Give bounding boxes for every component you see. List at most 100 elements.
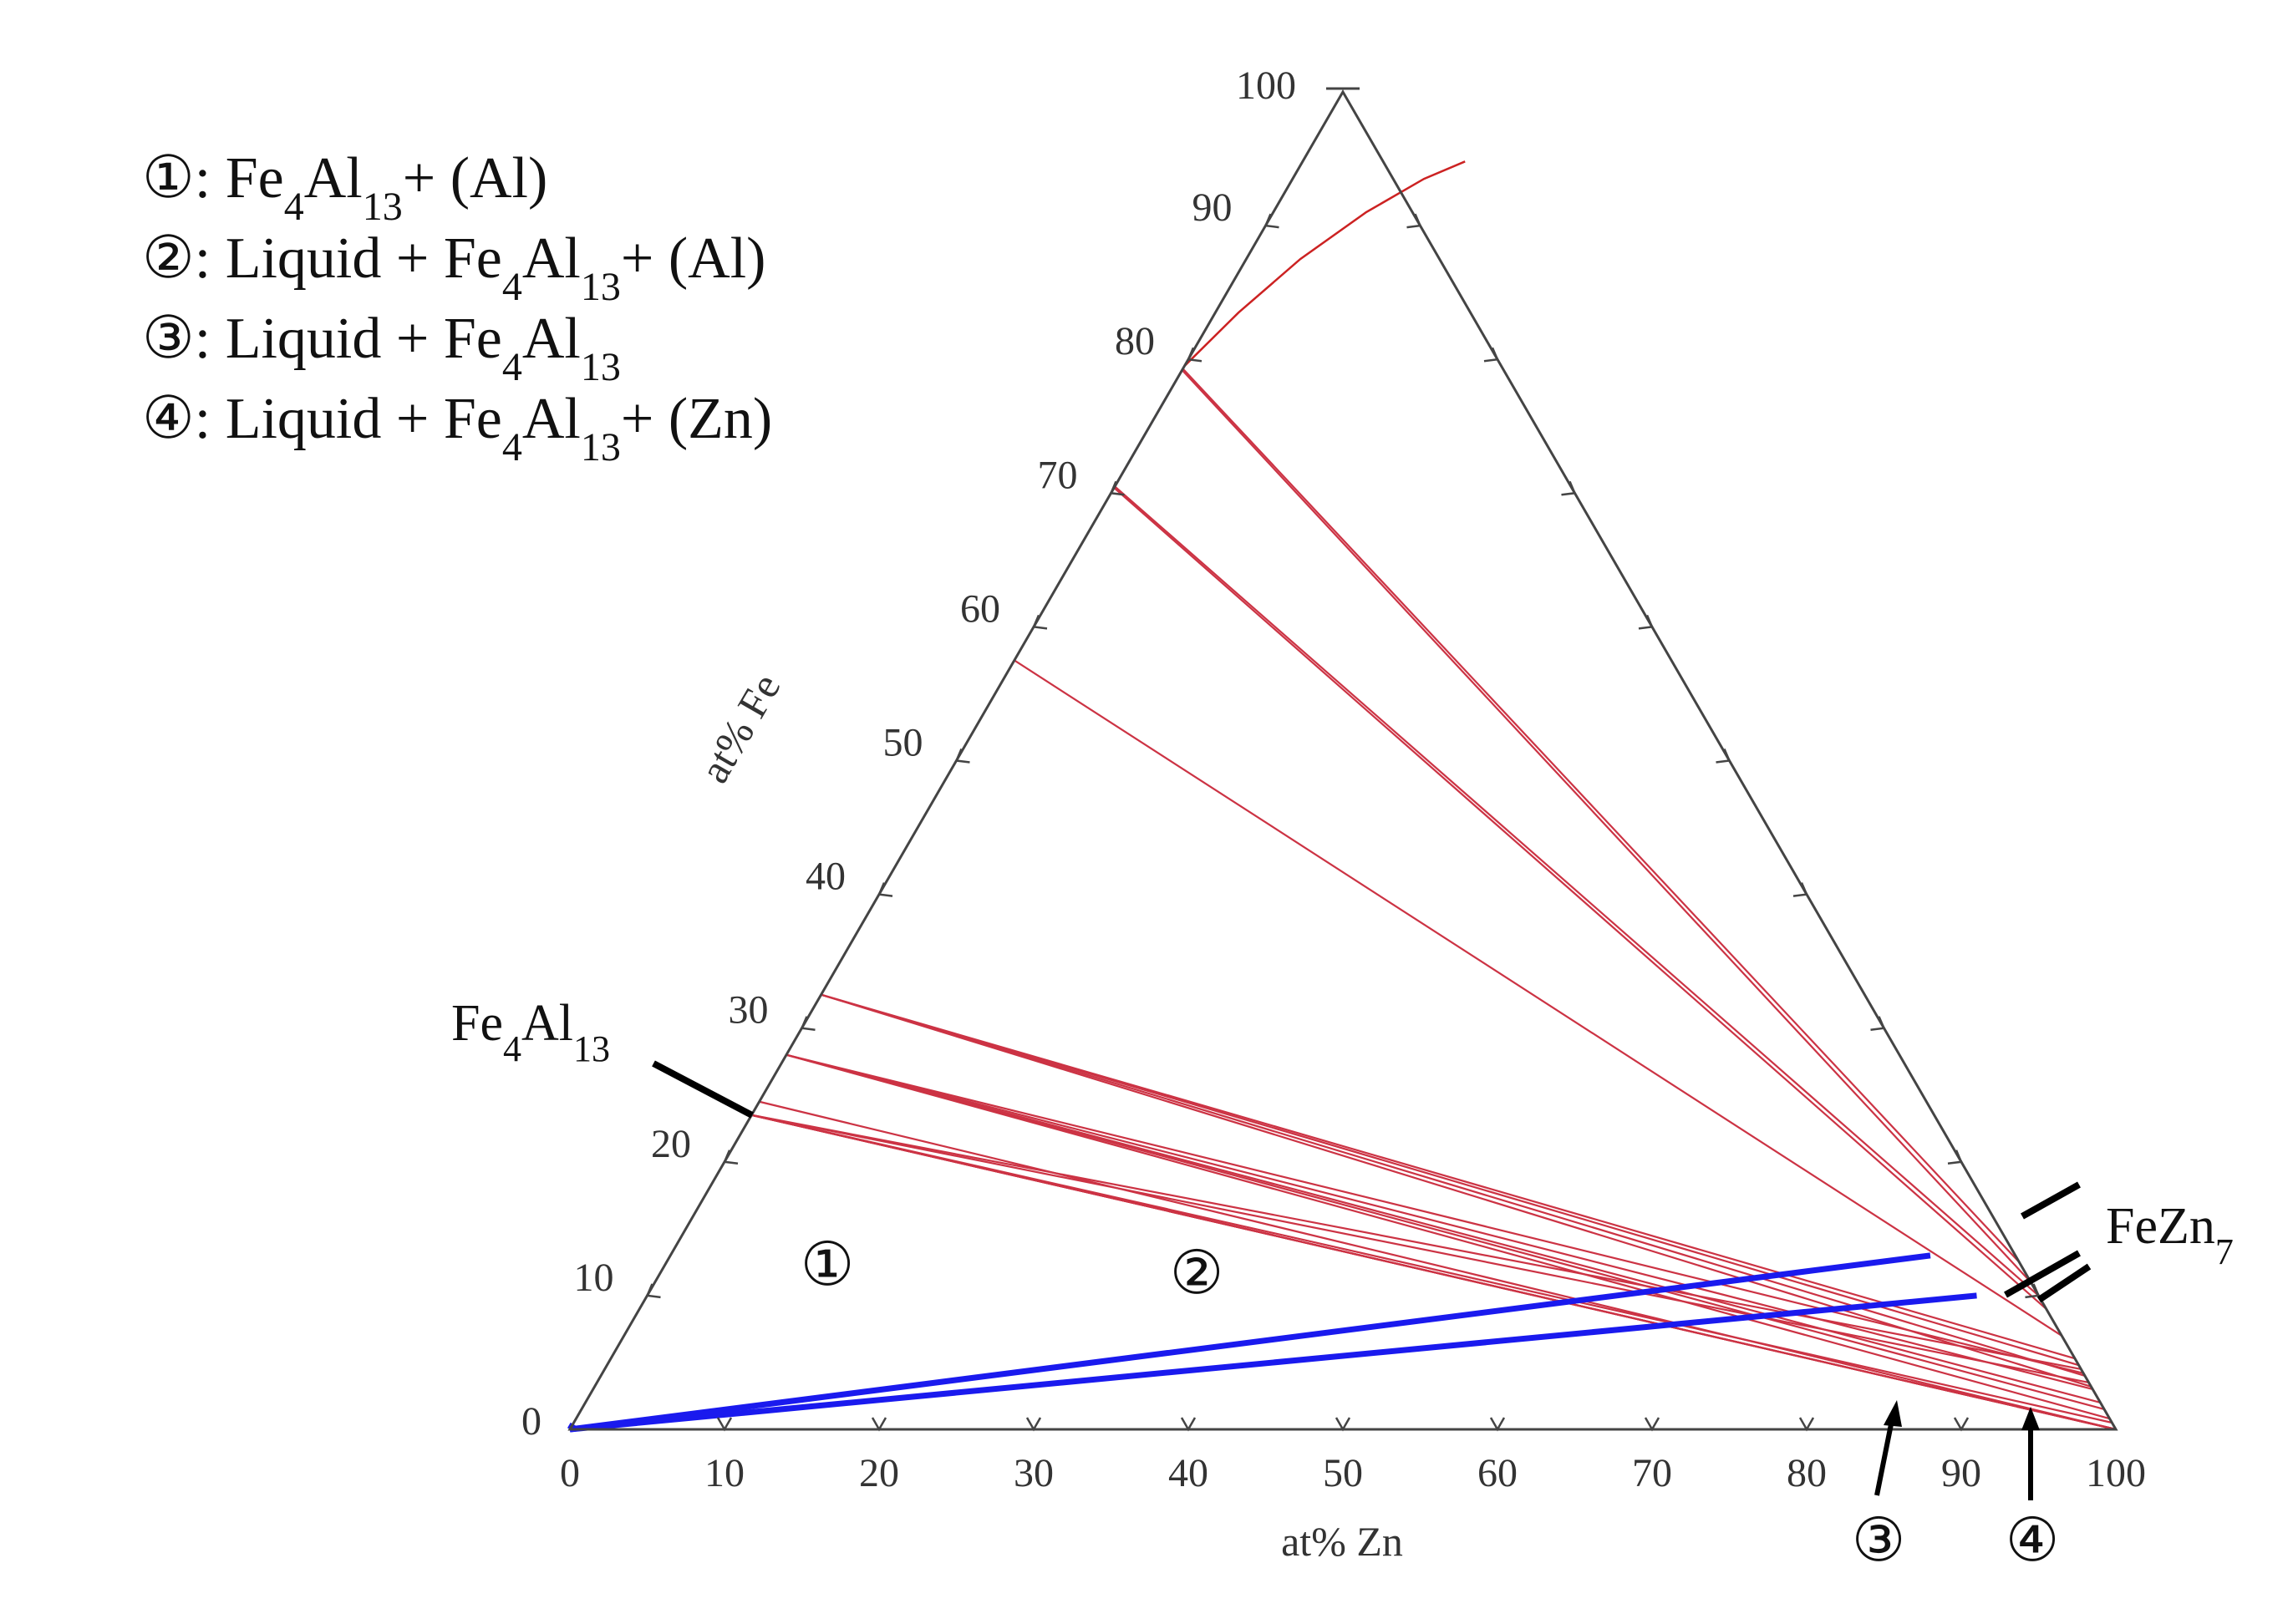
left-tick bbox=[877, 882, 893, 897]
legend-entry: ④: Liquid + Fe4Al13+ (Zn) bbox=[142, 383, 772, 469]
bottom-tick-label: 10 bbox=[704, 1451, 745, 1495]
arrow-4-head bbox=[2021, 1407, 2040, 1430]
left-tick bbox=[1263, 213, 1279, 229]
left-tick-label: 70 bbox=[1038, 453, 1078, 497]
bottom-tick-label: 20 bbox=[859, 1451, 899, 1495]
tie-line bbox=[786, 1053, 2084, 1374]
left-tick-label: 100 bbox=[1236, 63, 1296, 108]
left-tick bbox=[645, 1283, 661, 1299]
bottom-tick bbox=[1644, 1417, 1660, 1432]
bottom-tick bbox=[1798, 1417, 1815, 1432]
legend-marker: ① bbox=[142, 143, 195, 211]
phase-boundary-curve bbox=[1183, 160, 1466, 368]
region-marker: ② bbox=[1170, 1237, 1224, 1307]
tie-line bbox=[1114, 485, 2040, 1297]
region-marker: ④ bbox=[2006, 1505, 2060, 1575]
left-tick bbox=[1187, 347, 1202, 363]
left-tick-label: 20 bbox=[651, 1122, 691, 1166]
right-tick bbox=[1638, 614, 1654, 630]
legend-entry: ②: Liquid + Fe4Al13+ (Al) bbox=[142, 223, 765, 309]
region-markers: ① ② ③ ④ bbox=[801, 1229, 2060, 1575]
left-axis-title: at% Fe bbox=[690, 666, 790, 790]
bottom-tick-label: 90 bbox=[1941, 1451, 1981, 1495]
left-tick-label: 10 bbox=[574, 1256, 614, 1300]
tie-line bbox=[786, 1053, 2093, 1391]
left-tick-label: 40 bbox=[806, 855, 846, 899]
region-marker: ③ bbox=[1852, 1505, 1906, 1575]
arrow-3-shaft bbox=[1874, 1419, 1894, 1496]
bottom-tick-label: 50 bbox=[1323, 1451, 1363, 1495]
left-tick bbox=[800, 1016, 816, 1031]
legend-marker: ③ bbox=[142, 303, 195, 372]
pointer-fezn7 bbox=[2004, 1250, 2081, 1298]
left-tick-label: 80 bbox=[1115, 319, 1155, 363]
left-tick bbox=[1109, 480, 1125, 496]
bottom-tick bbox=[1025, 1417, 1042, 1432]
tie-line bbox=[786, 1053, 2105, 1411]
right-tick bbox=[1947, 1149, 1963, 1165]
tie-line bbox=[821, 993, 2092, 1388]
pointer-fezn7-b bbox=[2036, 1263, 2092, 1303]
tie-line bbox=[751, 1114, 2089, 1384]
bottom-tick-label: 30 bbox=[1014, 1451, 1054, 1495]
tie-line bbox=[1182, 368, 2021, 1263]
x-axis-title: at% Zn bbox=[1281, 1518, 1403, 1565]
bottom-tick bbox=[1953, 1417, 1970, 1432]
region-marker: ① bbox=[801, 1229, 855, 1299]
right-tick bbox=[2025, 1283, 2041, 1299]
tie-line bbox=[821, 993, 2086, 1378]
tie-line bbox=[759, 1100, 2117, 1431]
right-tick bbox=[1792, 882, 1808, 897]
axis-ticks bbox=[645, 213, 2041, 1432]
pointer-fe4al13 bbox=[652, 1060, 754, 1119]
left-tick-label: 90 bbox=[1192, 185, 1233, 230]
pointer-fezn7-a bbox=[2021, 1181, 2081, 1220]
left-tick-label: 0 bbox=[521, 1399, 541, 1444]
legend-entry: ①: Fe4Al13+ (Al) bbox=[142, 143, 547, 229]
phase-labels: Fe4Al13 FeZn7 bbox=[451, 995, 2234, 1272]
tie-line bbox=[751, 1114, 2113, 1424]
bottom-tick-label: 0 bbox=[560, 1451, 580, 1495]
phase-label-fezn7: FeZn7 bbox=[2106, 1198, 2234, 1272]
bottom-tick-label: 60 bbox=[1477, 1451, 1518, 1495]
bottom-tick bbox=[1335, 1417, 1351, 1432]
legend: ①: Fe4Al13+ (Al)②: Liquid + Fe4Al13+ (Al… bbox=[142, 143, 772, 469]
arrow-3-head bbox=[1884, 1400, 1902, 1427]
left-tick-label: 30 bbox=[729, 988, 769, 1033]
tie-line bbox=[1113, 487, 2047, 1310]
bottom-tick bbox=[716, 1417, 733, 1432]
tie-line bbox=[821, 993, 2079, 1367]
tie-line bbox=[751, 1114, 2117, 1431]
left-tick-label: 60 bbox=[960, 586, 1000, 631]
left-tick bbox=[723, 1149, 739, 1165]
bottom-tick-label: 80 bbox=[1787, 1451, 1827, 1495]
legend-entry: ③: Liquid + Fe4Al13 bbox=[142, 303, 621, 389]
bottom-tick bbox=[1489, 1417, 1506, 1432]
left-tick bbox=[1032, 614, 1048, 630]
tie-line-layer bbox=[567, 160, 2117, 1433]
blue-tie-line bbox=[569, 1252, 1931, 1433]
right-tick bbox=[1716, 749, 1731, 764]
tie-line bbox=[1181, 369, 2032, 1283]
axis-tick-labels: 0 10 20 30 40 50 60 70 80 90 100 0 10 20 30 40 50 60 70 80 9… bbox=[521, 63, 2146, 1495]
pointer-lines bbox=[652, 1060, 2092, 1500]
phase-label-fe4al13: Fe4Al13 bbox=[451, 995, 610, 1069]
left-tick-label: 50 bbox=[883, 721, 923, 765]
bottom-tick bbox=[1180, 1417, 1197, 1432]
left-tick bbox=[954, 749, 970, 764]
legend-marker: ④ bbox=[142, 383, 195, 452]
bottom-tick-label: 70 bbox=[1632, 1451, 1672, 1495]
tie-line bbox=[1014, 659, 2062, 1337]
bottom-tick-label: 40 bbox=[1168, 1451, 1208, 1495]
legend-marker: ② bbox=[142, 223, 195, 292]
tie-line bbox=[786, 1053, 2110, 1420]
right-tick bbox=[1406, 213, 1422, 229]
tie-line bbox=[751, 1114, 2082, 1371]
right-tick bbox=[1870, 1016, 1886, 1031]
bottom-tick bbox=[871, 1417, 887, 1432]
right-tick bbox=[1561, 480, 1577, 496]
blue-tie-line bbox=[569, 1292, 1977, 1433]
bottom-tick-label: 100 bbox=[2086, 1451, 2146, 1495]
right-tick bbox=[1483, 347, 1499, 363]
